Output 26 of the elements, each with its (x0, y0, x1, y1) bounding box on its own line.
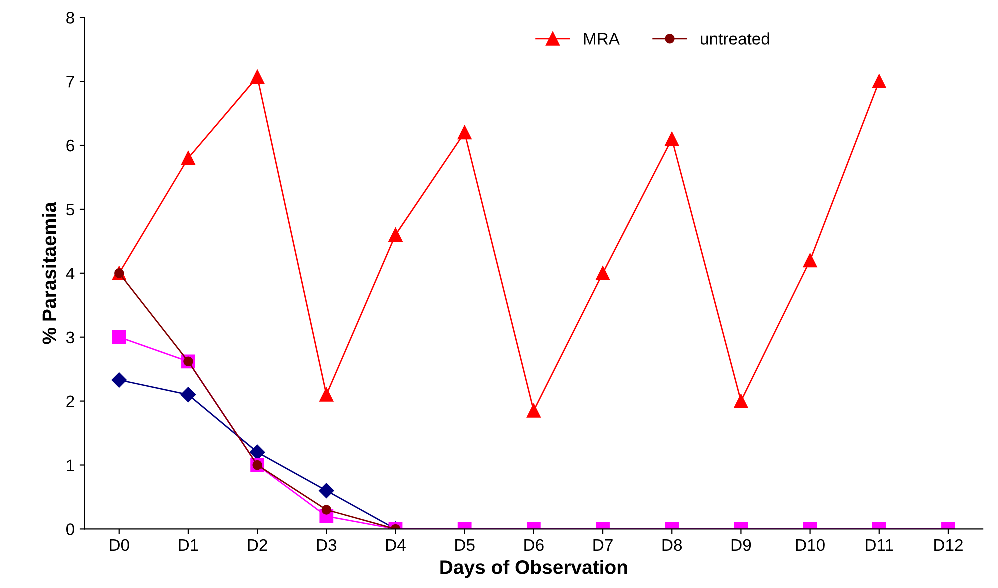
x-tick-label: D7 (594, 540, 613, 551)
y-axis-title: % Parasitaemia (42, 202, 56, 344)
x-axis-title: Days of Observation (440, 560, 628, 578)
y-tick-label: 7 (66, 76, 74, 88)
x-tick-label: D8 (662, 539, 682, 552)
y-tick-label: 6 (66, 140, 74, 152)
x-tick-label: D12 (934, 539, 963, 551)
x-tick-label: D2 (248, 539, 268, 551)
x-tick-label: D5 (456, 540, 475, 552)
x-tick-label: D11 (866, 540, 894, 551)
y-tick-label: 0 (66, 524, 74, 536)
x-tick-label: D10 (796, 539, 825, 552)
y-tick-label: 3 (66, 332, 74, 344)
y-tick-label: 1 (67, 460, 74, 472)
legend-label: untreated (701, 32, 770, 45)
y-tick-label: 2 (66, 396, 74, 408)
x-tick-label: D0 (110, 539, 130, 552)
y-tick-label: 8 (66, 12, 74, 24)
y-tick-label: 5 (66, 204, 74, 216)
x-tick-label: D4 (386, 540, 406, 551)
y-tick-label: 4 (66, 268, 75, 280)
x-tick-label: D1 (179, 540, 198, 551)
x-tick-label: D3 (317, 539, 337, 552)
x-tick-label: D6 (524, 539, 544, 552)
legend-label: MRA (584, 33, 620, 45)
x-tick-label: D9 (732, 539, 752, 552)
